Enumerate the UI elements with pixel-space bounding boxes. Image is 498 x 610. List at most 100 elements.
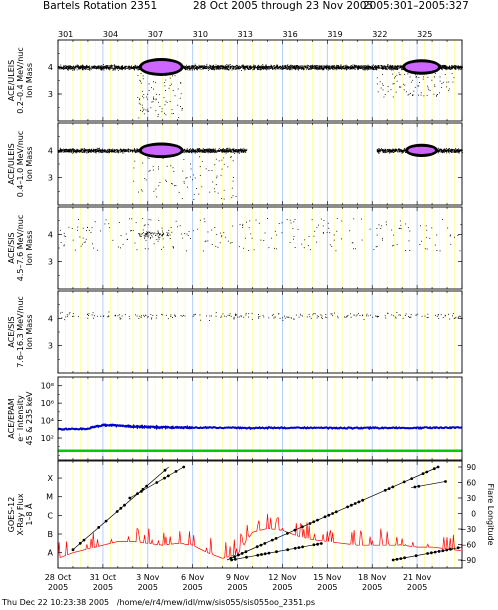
data-point: [112, 65, 114, 66]
data-point: [314, 65, 316, 66]
data-point: [319, 65, 320, 67]
data-point: [260, 69, 262, 70]
data-point: [215, 66, 217, 68]
data-point: [346, 68, 348, 69]
data-point: [100, 68, 102, 70]
data-point: [110, 68, 111, 70]
data-point: [448, 67, 450, 69]
data-point: [371, 67, 373, 68]
data-point: [442, 65, 444, 67]
data-point: [323, 69, 325, 70]
data-point: [241, 65, 243, 67]
data-point: [184, 150, 186, 152]
data-point: [238, 67, 240, 69]
data-point: [354, 67, 356, 69]
data-point: [195, 68, 197, 69]
data-point: [86, 66, 88, 68]
data-point: [449, 69, 451, 70]
data-point: [337, 68, 339, 70]
data-point: [399, 86, 400, 88]
data-point: [70, 66, 72, 68]
data-point: [164, 82, 166, 83]
data-point: [406, 91, 407, 93]
data-point: [119, 67, 120, 69]
data-point: [276, 64, 278, 66]
data-point: [315, 67, 317, 68]
data-point: [210, 149, 212, 151]
data-point: [84, 66, 85, 67]
data-point: [188, 151, 190, 153]
data-point: [214, 152, 216, 153]
data-point: [114, 152, 116, 153]
data-point: [329, 66, 331, 68]
data-point: [339, 67, 340, 69]
data-point: [371, 68, 373, 70]
data-point: [133, 148, 135, 150]
data-point: [202, 68, 204, 70]
data-point: [248, 67, 250, 69]
data-point: [77, 65, 79, 67]
data-point: [128, 149, 130, 151]
data-point: [102, 66, 104, 68]
data-point: [328, 66, 329, 68]
data-point: [137, 151, 139, 152]
data-point: [90, 67, 92, 69]
data-point: [139, 79, 141, 81]
data-point: [68, 66, 70, 68]
data-point: [235, 65, 236, 67]
data-point: [112, 150, 114, 152]
data-point: [142, 109, 144, 111]
data-point: [230, 66, 232, 68]
data-point: [282, 65, 284, 66]
data-point: [302, 67, 304, 68]
data-point: [222, 65, 223, 67]
y-axis-label: ACE/ULEIS: [7, 60, 16, 101]
data-point: [85, 149, 86, 151]
data-point: [244, 149, 246, 151]
data-point: [383, 96, 385, 98]
data-point: [206, 63, 208, 65]
data-point: [221, 68, 223, 69]
data-point: [205, 66, 207, 68]
data-point: [258, 64, 260, 66]
data-point: [447, 67, 449, 69]
data-point: [113, 68, 115, 70]
data-point: [326, 68, 328, 70]
data-point: [249, 65, 251, 67]
data-point: [99, 148, 100, 150]
data-point: [376, 68, 377, 70]
data-point: [93, 65, 95, 67]
data-point: [129, 66, 131, 68]
data-point: [80, 66, 81, 68]
data-point: [316, 69, 318, 71]
data-point: [341, 66, 342, 68]
data-point: [220, 149, 222, 151]
data-point: [397, 66, 398, 67]
data-point: [340, 68, 341, 70]
data-point: [126, 149, 127, 151]
data-point: [152, 101, 154, 103]
data-point: [141, 90, 143, 92]
data-point: [215, 66, 217, 68]
data-point: [137, 150, 139, 152]
data-point: [329, 65, 331, 67]
data-point: [101, 66, 103, 68]
data-point: [83, 66, 85, 68]
data-point: [91, 150, 93, 151]
data-point: [171, 113, 173, 115]
data-point: [268, 68, 270, 69]
data-point: [333, 67, 335, 69]
data-point: [187, 66, 189, 68]
data-point: [157, 114, 159, 115]
data-point: [322, 67, 323, 69]
data-point: [63, 67, 65, 69]
data-point: [119, 68, 120, 70]
data-point: [345, 65, 347, 67]
data-point: [118, 69, 119, 71]
data-point: [343, 65, 345, 67]
data-point: [228, 64, 230, 66]
data-point: [129, 149, 131, 151]
data-point: [70, 150, 72, 151]
data-point: [231, 151, 233, 153]
